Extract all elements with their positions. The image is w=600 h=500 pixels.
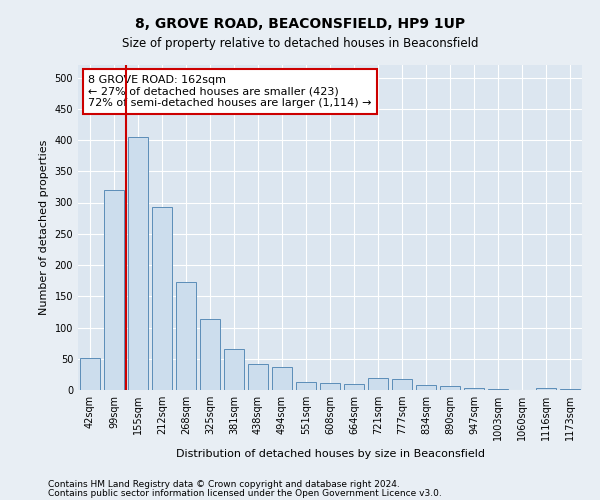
Bar — [320, 383, 340, 390]
Bar — [344, 384, 364, 390]
Text: 8 GROVE ROAD: 162sqm
← 27% of detached houses are smaller (423)
72% of semi-deta: 8 GROVE ROAD: 162sqm ← 27% of detached h… — [88, 74, 371, 108]
Bar — [104, 190, 124, 390]
Text: Contains public sector information licensed under the Open Government Licence v3: Contains public sector information licen… — [48, 488, 442, 498]
Bar — [272, 367, 292, 390]
Bar — [488, 389, 508, 390]
Bar — [536, 388, 556, 390]
Bar — [80, 358, 100, 390]
Bar — [224, 350, 244, 390]
Text: Contains HM Land Registry data © Crown copyright and database right 2024.: Contains HM Land Registry data © Crown c… — [48, 480, 400, 489]
Y-axis label: Number of detached properties: Number of detached properties — [39, 140, 49, 315]
Text: Size of property relative to detached houses in Beaconsfield: Size of property relative to detached ho… — [122, 38, 478, 51]
X-axis label: Distribution of detached houses by size in Beaconsfield: Distribution of detached houses by size … — [176, 448, 485, 458]
Bar — [368, 378, 388, 390]
Bar — [416, 385, 436, 390]
Bar — [200, 320, 220, 390]
Bar — [128, 137, 148, 390]
Bar — [176, 282, 196, 390]
Bar — [248, 364, 268, 390]
Bar — [152, 207, 172, 390]
Bar — [392, 379, 412, 390]
Text: 8, GROVE ROAD, BEACONSFIELD, HP9 1UP: 8, GROVE ROAD, BEACONSFIELD, HP9 1UP — [135, 18, 465, 32]
Bar — [440, 386, 460, 390]
Bar — [560, 389, 580, 390]
Bar — [464, 388, 484, 390]
Bar — [296, 382, 316, 390]
